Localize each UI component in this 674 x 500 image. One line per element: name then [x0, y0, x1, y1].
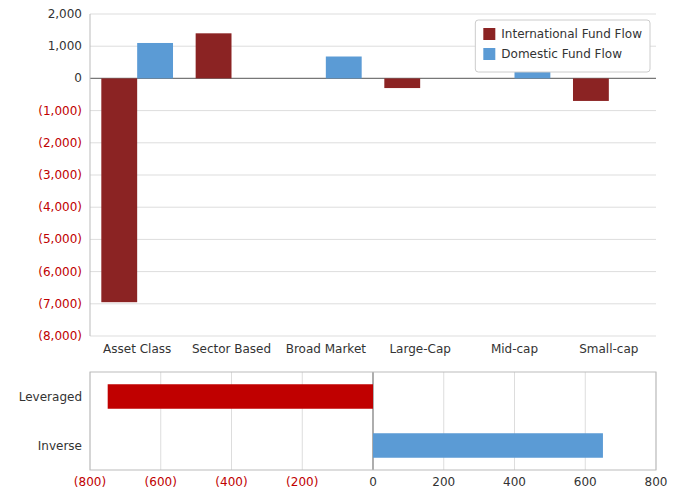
bar [326, 57, 362, 79]
y-tick-label: (4,000) [38, 200, 82, 214]
y-tick-label: (6,000) [38, 265, 82, 279]
bar [373, 433, 603, 458]
bar [108, 384, 373, 409]
bar [384, 78, 420, 88]
x-tick-label: (200) [286, 475, 318, 489]
bar [479, 78, 515, 79]
y-axis-line [90, 14, 91, 336]
y-tick-label: (5,000) [38, 232, 82, 246]
grid-line [90, 336, 656, 337]
grid-line [90, 175, 656, 176]
legend: International Fund Flow Domestic Fund Flo… [475, 20, 650, 72]
grid-line [90, 207, 656, 208]
zero-line [90, 78, 656, 79]
bars [101, 33, 609, 302]
bar [101, 78, 137, 302]
legend-swatch [483, 48, 495, 60]
y-axis: (8,000) (7,000) (6,000) (5,000) (4,000) (3,00… [38, 7, 656, 343]
x-tick-label: 600 [574, 475, 597, 489]
x-tick-label: (400) [215, 475, 247, 489]
y-tick-label: Leveraged [19, 390, 82, 404]
grid-line [90, 239, 656, 240]
legend-label: International Fund Flow [501, 27, 642, 41]
grid-line [90, 142, 656, 143]
y-tick-label: Inverse [38, 439, 82, 453]
y-tick-label: (8,000) [38, 329, 82, 343]
y-tick-label: (1,000) [38, 104, 82, 118]
y-tick-label: (7,000) [38, 297, 82, 311]
y-tick-label: (3,000) [38, 168, 82, 182]
x-tick-label: Mid-cap [491, 342, 538, 356]
bar [609, 78, 645, 79]
legend-swatch [483, 28, 495, 40]
vertical-bar-chart: (8,000) (7,000) (6,000) (5,000) (4,000) (3,00… [38, 7, 656, 356]
grid-line [90, 271, 656, 272]
x-axis: (800) (600) (400) (200) 0 200 400 600 800 [74, 372, 668, 489]
x-tick-label: Large-Cap [389, 342, 450, 356]
y-tick-label: (2,000) [38, 136, 82, 150]
bar [137, 43, 173, 78]
x-tick-label: Broad Market [286, 342, 367, 356]
legend-label: Domestic Fund Flow [501, 47, 622, 61]
x-tick-label: 200 [432, 475, 455, 489]
grid-line [90, 110, 656, 111]
x-tick-label: Small-cap [579, 342, 638, 356]
y-tick-label: 0 [74, 71, 82, 85]
grid-line [90, 14, 656, 15]
bar [196, 33, 232, 78]
x-tick-label: 800 [645, 475, 668, 489]
y-tick-label: 2,000 [48, 7, 82, 21]
bar [420, 78, 456, 79]
x-tick-label: Asset Class [103, 342, 171, 356]
bar [573, 78, 609, 101]
x-tick-label: 0 [369, 475, 377, 489]
grid-line [90, 303, 656, 304]
legend-frame [475, 20, 650, 72]
x-tick-label: (600) [145, 475, 177, 489]
x-tick-label: (800) [74, 475, 106, 489]
chart-svg: (8,000) (7,000) (6,000) (5,000) (4,000) (3,00… [0, 0, 674, 500]
bar [232, 78, 268, 79]
horizontal-bar-chart: (800) (600) (400) (200) 0 200 400 600 800 Leverag… [19, 372, 668, 489]
x-tick-label: 400 [503, 475, 526, 489]
x-tick-label: Sector Based [192, 342, 271, 356]
bar [515, 72, 551, 78]
bar [290, 78, 326, 79]
y-tick-label: 1,000 [48, 39, 82, 53]
bars [108, 384, 603, 458]
plot-frame [90, 372, 656, 470]
